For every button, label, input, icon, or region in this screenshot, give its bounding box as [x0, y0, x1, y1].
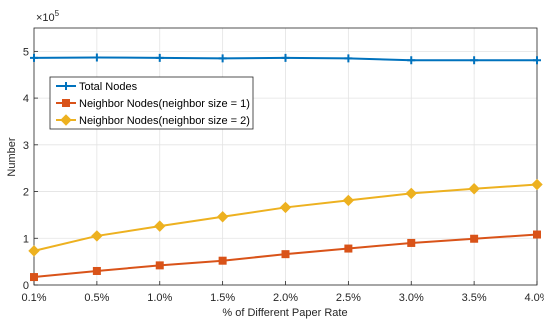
legend-box	[49, 76, 254, 130]
data-point-marker	[60, 114, 72, 126]
y-exponent-power: 5	[55, 9, 60, 18]
data-point-marker	[155, 53, 164, 62]
y-tick-labels: 0 1 2 3 4 5	[23, 46, 29, 292]
data-point-marker	[30, 273, 38, 282]
x-tick-label: 2.5%	[336, 292, 361, 304]
data-point-marker	[91, 230, 103, 242]
data-point-marker	[468, 183, 480, 195]
data-point-marker	[62, 99, 70, 107]
x-tick-label: 1.0%	[147, 292, 172, 304]
data-point-marker	[28, 245, 40, 257]
series-1	[30, 53, 541, 65]
data-point-marker	[218, 54, 227, 63]
x-tick-label: 2.0%	[273, 292, 298, 304]
data-point-marker	[92, 53, 101, 62]
legend-label: Neighbor Nodes(neighbor size = 2)	[79, 115, 250, 127]
data-point-marker	[344, 244, 353, 253]
data-point-marker	[407, 238, 416, 247]
y-tick-label: 4	[23, 93, 29, 105]
y-tick-label: 0	[23, 280, 29, 292]
data-point-marker	[533, 56, 541, 65]
data-point-marker	[405, 187, 417, 200]
y-axis-label: Number	[6, 137, 18, 176]
x-tick-label: 0.1%	[21, 292, 46, 304]
data-point-marker	[92, 266, 101, 275]
y-tick-label: 1	[23, 233, 29, 245]
data-point-marker	[342, 194, 355, 207]
data-point-marker	[62, 82, 70, 90]
x-tick-label: 0.5%	[84, 292, 109, 304]
x-tick-label: 3.5%	[462, 292, 487, 304]
data-point-marker	[470, 56, 479, 65]
legend-item-3: Neighbor Nodes(neighbor size = 2)	[56, 114, 250, 127]
legend-item-1: Total Nodes	[56, 81, 138, 93]
axes-frame	[33, 27, 538, 286]
x-axis-label: % of Different Paper Rate	[222, 307, 347, 319]
y-exponent-label: ×105	[36, 9, 60, 24]
x-tick-label: 4.0%	[524, 292, 544, 304]
legend-label: Total Nodes	[79, 81, 138, 93]
data-point-marker	[344, 54, 353, 63]
data-point-marker	[407, 56, 416, 65]
legend-item-2: Neighbor Nodes(neighbor size = 1)	[56, 98, 250, 110]
data-point-marker	[155, 261, 164, 270]
data-point-marker	[470, 234, 479, 243]
x-tick-labels: 0.1% 0.5% 1.0% 1.5% 2.0% 2.5% 3.0% 3.5% 4.0%	[21, 292, 544, 304]
series-2	[30, 230, 541, 282]
data-point-marker	[533, 230, 541, 239]
y-tick-label: 5	[23, 46, 29, 58]
axes	[33, 27, 538, 286]
y-exponent-base: ×10	[36, 12, 55, 24]
data-point-marker	[531, 178, 543, 191]
y-tick-label: 3	[23, 140, 29, 152]
y-tick-label: 2	[23, 187, 29, 199]
data-point-marker	[281, 53, 290, 62]
legend-label: Neighbor Nodes(neighbor size = 1)	[79, 98, 250, 110]
x-tick-label: 3.0%	[399, 292, 424, 304]
data-point-marker	[154, 220, 166, 232]
data-point-marker	[216, 211, 229, 223]
x-tick-label: 1.5%	[210, 292, 235, 304]
series-lines	[28, 53, 543, 282]
data-point-marker	[218, 256, 227, 265]
data-point-marker	[279, 201, 292, 214]
data-point-marker	[30, 53, 38, 62]
legend: Total Nodes Neighbor Nodes(neighbor size …	[49, 76, 254, 130]
data-point-marker	[281, 250, 290, 259]
series-3	[28, 178, 543, 257]
